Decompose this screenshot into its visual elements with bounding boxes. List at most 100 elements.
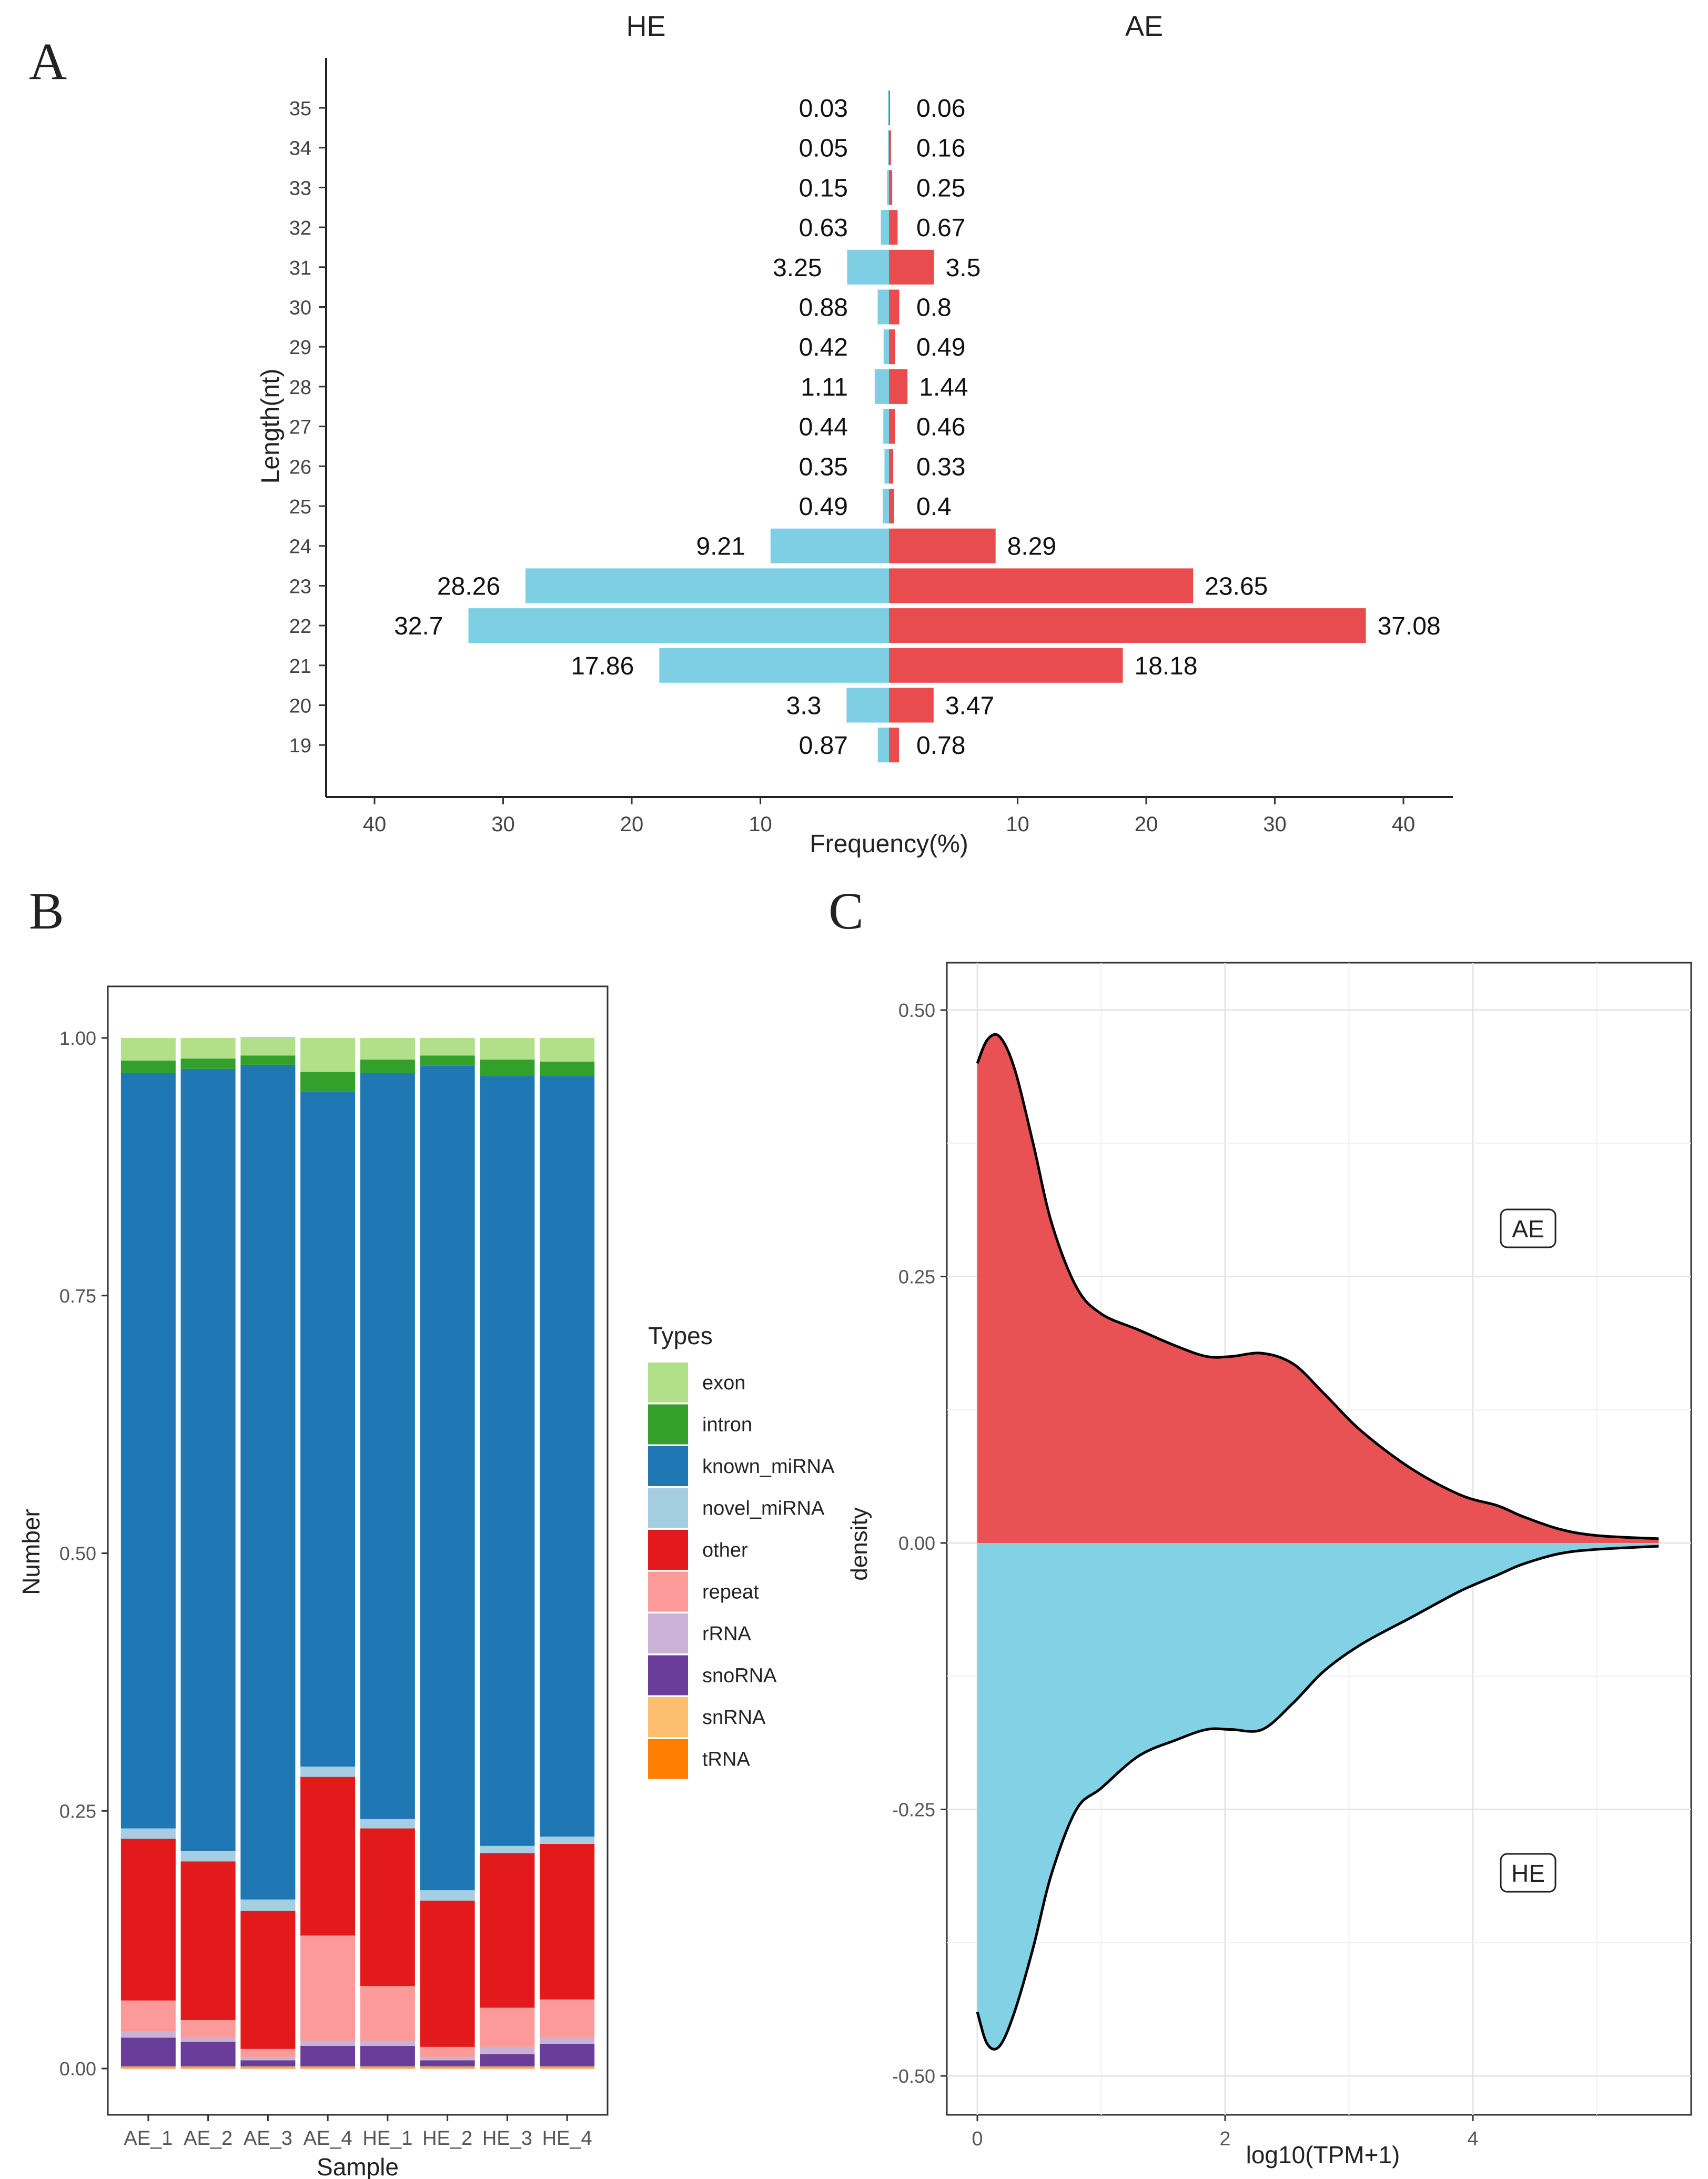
stacked-bar-segment [480,1845,535,1853]
legend-swatch [648,1655,688,1696]
x-tick-label: 40 [1392,813,1416,836]
stacked-bar-segment [420,1055,475,1066]
x-tick-label: 20 [1135,813,1158,836]
stacked-bar-segment [360,2045,415,2067]
stacked-bar-segment [540,1038,595,1062]
stacked-bar-segment [480,1060,535,1076]
data-label-ae: 1.44 [919,374,968,401]
data-label-ae: 23.65 [1205,572,1268,600]
data-label-he: 9.21 [696,533,745,561]
stacked-bar-segment [240,1899,296,1911]
bar-he [883,489,889,523]
panel-label-a: A [29,32,67,90]
stacked-bar-segment [120,2066,176,2068]
x-tick-label: AE_1 [124,2127,173,2150]
panel-a-chart: HE AE Length(nt) Frequency(%) 40 30 20 10 10 20 30… [257,11,1453,858]
legend-label: tRNA [702,1749,750,1771]
legend-swatch [648,1613,688,1653]
stacked-bar-segment [300,2041,356,2046]
y-axis-label: Number [17,1509,45,1595]
stacked-bar-segment [300,1072,356,1092]
data-label-he: 0.88 [799,294,848,322]
stacked-bar-segment [540,1843,595,2000]
bar-he [525,568,889,603]
legend-label: novel_miRNA [702,1498,825,1520]
stacked-bar-segment [120,1073,176,1829]
y-tick-label: 0.50 [59,1543,96,1565]
data-label-ae: 3.47 [945,692,994,720]
y-tick-label: 28 [289,377,311,399]
y-tick-label: 23 [289,576,311,598]
y-tick-label: 0.00 [898,1532,935,1554]
stacked-bar-segment [180,2020,236,2038]
y-tick-label: 31 [289,257,311,279]
stacked-bar-segment [300,1038,356,1072]
legend-title: Types [648,1322,713,1349]
stacked-bar-segment [180,2037,236,2042]
y-tick-label: 33 [289,177,311,199]
stacked-bar-segment [240,2049,296,2057]
x-tick-label: 30 [491,813,515,836]
data-label-he: 17.86 [571,652,634,680]
legend-swatch [648,1446,688,1486]
panel-label-b: B [29,882,64,940]
stacked-bar-segment [240,1055,296,1065]
stacked-bar-segment [120,2031,176,2038]
legend-swatch [648,1404,688,1445]
title-right-group: AE [1125,11,1163,42]
y-tick-label: 20 [289,695,311,718]
data-label-he: 0.15 [799,174,848,202]
stacked-bar-segment [180,1851,236,1862]
stacked-bar-segment [480,2007,535,2047]
panel-b-chart: 0.00 0.25 0.50 0.75 1.00 Number Sample AE_1 AE_2… [17,985,835,2179]
legend-swatch [648,1363,688,1403]
legend-label: intron [702,1414,752,1436]
legend-label: snoRNA [702,1665,777,1687]
data-label-ae: 8.29 [1007,533,1056,561]
y-tick-label: 22 [289,616,311,638]
bar-he [881,210,889,245]
stacked-bar-segment [300,2067,356,2069]
stacked-bar-segment [120,1061,176,1073]
data-label-ae: 0.16 [916,135,965,163]
stacked-bar-segment [420,1065,475,1891]
y-tick-label: 26 [289,456,311,478]
y-tick-label: 32 [289,217,311,239]
stacked-bar-segment [360,2041,415,2046]
stacked-bar-segment [180,1038,236,1059]
density-area-ae [977,1034,1659,1543]
data-label-ae: 0.8 [916,294,952,322]
data-label-he: 0.03 [799,95,848,123]
data-label-ae: 18.18 [1135,652,1198,680]
data-label-he: 0.44 [799,413,848,441]
data-label-ae: 0.46 [916,413,965,441]
stacked-bar-segment [480,2067,535,2069]
legend-swatch [648,1530,688,1570]
x-tick-label: 20 [620,813,644,836]
x-tick-label: AE_3 [244,2127,292,2150]
legend-swatch [648,1697,688,1737]
x-tick-label: 4 [1467,2128,1478,2150]
y-tick-label: -0.50 [892,2065,935,2087]
stacked-bar-segment [420,2067,475,2069]
data-label-he: 0.05 [799,135,848,163]
annotation-label: AE [1512,1215,1544,1243]
panel-c-chart: 0.50 0.25 0.00 -0.25 -0.50 0 2 4 density log10(TP… [846,962,1692,2168]
stacked-bar-segment [360,2066,415,2068]
y-axis-label: density [846,1507,872,1580]
y-tick-label: 0.50 [898,1000,935,1021]
stacked-bar-segment [240,1064,296,1900]
stacked-bar-segment [300,1777,356,1936]
data-label-he: 3.3 [786,692,822,720]
stacked-bar-segment [360,1073,415,1819]
annotation-box [1500,1208,1557,1248]
data-label-he: 0.87 [799,732,848,760]
bar-he [468,608,889,643]
x-tick-label: 0 [972,2128,983,2150]
stacked-bar-segment [420,1890,475,1901]
y-tick-label: 0.25 [59,1800,96,1822]
data-label-he: 0.49 [799,493,848,521]
stacked-bar-segment [420,2066,475,2068]
y-tick-label: 34 [289,138,311,160]
